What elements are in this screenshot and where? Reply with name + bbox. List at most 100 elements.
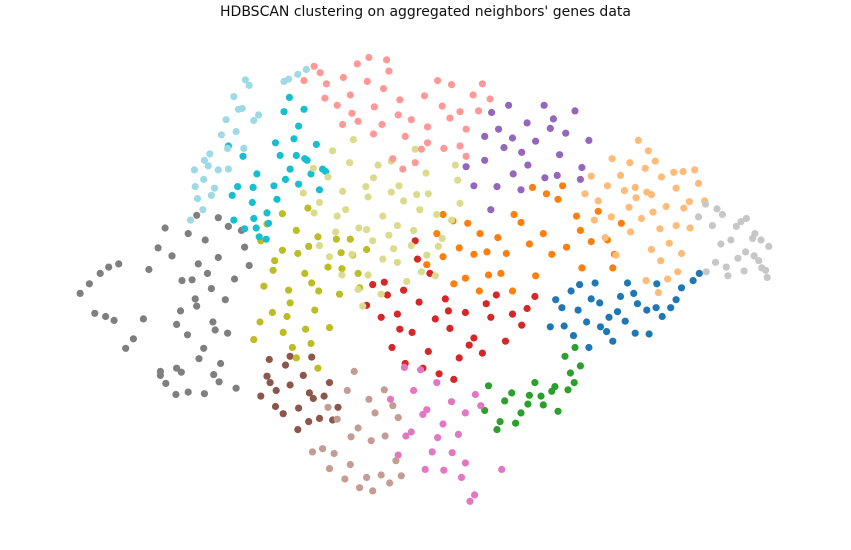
data-point (440, 466, 448, 474)
data-point (433, 210, 441, 219)
data-point (508, 310, 517, 318)
data-point (309, 394, 317, 403)
data-point (694, 179, 703, 187)
data-point (271, 402, 280, 411)
data-point (524, 400, 532, 408)
data-point (188, 276, 196, 284)
chart-title: HDBSCAN clustering on aggregated neighbo… (220, 4, 631, 20)
data-point (203, 269, 212, 277)
data-point (383, 291, 391, 299)
data-point (627, 228, 635, 236)
data-point (379, 212, 387, 220)
data-point (441, 295, 449, 303)
data-point (325, 379, 334, 387)
data-point (415, 298, 423, 306)
data-point (607, 213, 615, 221)
data-point (270, 182, 278, 190)
data-point (200, 390, 208, 398)
data-point (657, 257, 665, 265)
data-point (424, 190, 432, 198)
data-point (482, 300, 490, 308)
data-point (265, 355, 273, 364)
data-point (649, 208, 657, 216)
data-point (369, 130, 378, 138)
data-point (173, 364, 181, 372)
data-point (525, 391, 534, 399)
data-point (315, 287, 323, 295)
data-point (355, 224, 363, 232)
data-point (334, 403, 342, 411)
data-point (423, 123, 432, 131)
data-point (474, 107, 483, 115)
data-point (232, 128, 240, 136)
data-point (447, 216, 456, 224)
data-point (517, 218, 525, 227)
data-point (737, 218, 745, 226)
data-point (546, 323, 554, 331)
data-point (394, 414, 402, 422)
data-point (393, 310, 401, 318)
data-point (292, 354, 300, 362)
data-point (531, 292, 539, 301)
data-point (596, 323, 605, 331)
data-point (411, 237, 419, 245)
data-point (408, 328, 416, 336)
data-point (390, 245, 398, 253)
data-point (634, 136, 642, 144)
data-point (658, 312, 666, 321)
data-point (495, 125, 503, 133)
data-point (685, 198, 693, 206)
data-point (307, 339, 315, 348)
data-point (168, 252, 176, 260)
data-point (319, 165, 327, 173)
data-point (234, 183, 242, 191)
data-point (433, 379, 441, 387)
data-point (722, 263, 730, 271)
data-point (230, 275, 239, 283)
data-point (324, 263, 332, 271)
data-point (278, 210, 286, 218)
data-point (413, 191, 421, 199)
data-point (566, 369, 575, 377)
data-point (510, 210, 518, 219)
cluster-series-9 (250, 204, 371, 372)
data-point (310, 209, 318, 217)
data-point (464, 219, 472, 227)
data-point (315, 242, 324, 250)
data-point (338, 271, 346, 279)
cluster-series-13 (299, 136, 464, 310)
data-point (410, 386, 418, 395)
data-point (374, 161, 382, 169)
data-point (305, 418, 313, 426)
data-point (613, 308, 622, 316)
data-point (702, 268, 710, 276)
data-point (343, 386, 351, 395)
data-point (667, 304, 675, 312)
data-point (645, 330, 653, 338)
data-point (321, 94, 329, 102)
data-point (350, 367, 358, 375)
data-point (672, 184, 680, 192)
data-point (576, 281, 584, 289)
data-point (428, 448, 436, 456)
data-point (316, 69, 324, 77)
data-point (539, 230, 547, 238)
data-point (200, 344, 208, 352)
data-point (183, 331, 192, 339)
data-point (194, 260, 202, 268)
data-point (91, 309, 99, 317)
data-point (434, 434, 442, 442)
data-point (299, 371, 307, 379)
data-point (308, 353, 316, 361)
data-point (304, 204, 312, 212)
data-point (497, 269, 505, 277)
data-point (742, 248, 750, 256)
data-point (309, 164, 317, 172)
data-point (695, 269, 703, 277)
data-point (462, 125, 470, 133)
data-point (377, 290, 385, 298)
data-point (342, 206, 350, 214)
data-point (305, 242, 313, 250)
cluster-series-11 (186, 65, 310, 224)
